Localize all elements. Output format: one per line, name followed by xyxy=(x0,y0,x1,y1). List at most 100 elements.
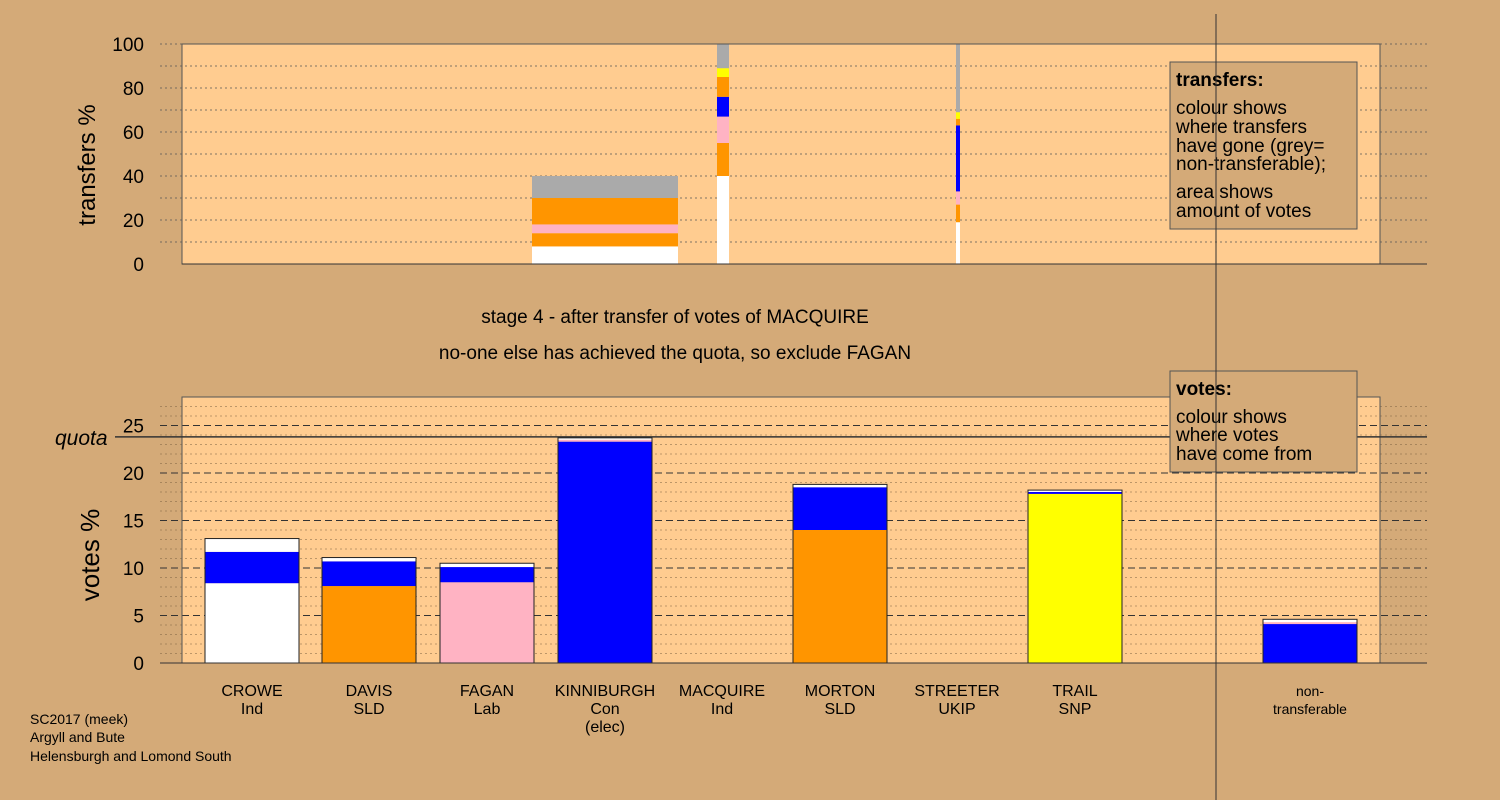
vote-segment xyxy=(1028,493,1122,663)
candidate-label: Con xyxy=(590,701,619,718)
transfer-segment xyxy=(717,77,729,97)
transfer-segment xyxy=(717,176,729,264)
vote-segment xyxy=(1263,619,1357,623)
y-tick-label: 20 xyxy=(123,211,144,232)
vote-segment xyxy=(205,538,299,552)
stage-caption: stage 4 - after transfer of votes of MAC… xyxy=(481,307,869,328)
transfer-segment xyxy=(956,191,960,205)
y-tick-label: 40 xyxy=(123,167,144,188)
transfers-legend-line: area shows xyxy=(1176,182,1273,203)
transfer-segment xyxy=(717,44,729,69)
transfer-segment xyxy=(956,112,960,119)
vote-segment xyxy=(440,567,534,583)
candidate-label: KINNIBURGH xyxy=(555,683,655,700)
vote-segment xyxy=(558,439,652,442)
vote-segment xyxy=(1263,622,1357,625)
vote-segment xyxy=(793,487,887,530)
vote-segment xyxy=(793,530,887,663)
transfer-segment xyxy=(956,44,960,113)
transfers-legend-line: have gone (grey= xyxy=(1176,136,1324,157)
candidate-label: non- xyxy=(1296,683,1324,699)
candidate-label: SLD xyxy=(353,701,384,718)
footer-line: Helensburgh and Lomond South xyxy=(30,748,232,764)
transfer-segment xyxy=(956,118,960,126)
candidate-label: Lab xyxy=(474,701,501,718)
candidate-label: Ind xyxy=(711,701,733,718)
votes-y-ticks: 0 5 10 15 20 25 xyxy=(123,417,144,676)
footer-line: Argyll and Bute xyxy=(30,729,125,745)
transfers-y-axis-label: transfers % xyxy=(74,104,101,225)
votes-legend-line: where votes xyxy=(1175,425,1278,446)
vote-segment xyxy=(322,557,416,562)
vote-segment xyxy=(793,484,887,488)
vote-segment xyxy=(1028,490,1122,492)
candidate-label: (elec) xyxy=(585,719,625,736)
y-tick-label: 100 xyxy=(112,35,144,56)
candidate-label: CROWE xyxy=(221,683,282,700)
transfers-bars xyxy=(532,44,960,264)
transfer-segment xyxy=(717,68,729,77)
candidate-label: STREETER xyxy=(914,683,999,700)
votes-legend-title: votes: xyxy=(1176,379,1232,400)
candidate-label: FAGAN xyxy=(460,683,514,700)
vote-segment xyxy=(558,437,652,440)
votes-legend-line: have come from xyxy=(1176,444,1312,465)
candidate-label: Ind xyxy=(241,701,263,718)
transfer-segment xyxy=(956,125,960,192)
vote-segment xyxy=(440,563,534,568)
transfers-legend-line: where transfers xyxy=(1175,117,1307,138)
vote-segment xyxy=(440,582,534,663)
vote-segment xyxy=(205,583,299,663)
vote-segment xyxy=(322,586,416,663)
quota-label: quota xyxy=(55,427,108,450)
vote-segment xyxy=(322,561,416,587)
transfer-segment xyxy=(532,176,678,198)
candidate-label: MACQUIRE xyxy=(679,683,765,700)
votes-y-axis-label: votes % xyxy=(75,509,105,602)
transfer-segment xyxy=(532,233,678,247)
y-tick-label: 0 xyxy=(133,654,144,675)
candidate-label: transferable xyxy=(1273,701,1347,717)
vote-segment xyxy=(1263,624,1357,663)
footer-line: SC2017 (meek) xyxy=(30,711,128,727)
y-tick-label: 10 xyxy=(123,559,144,580)
votes-legend-box xyxy=(1169,370,1358,473)
transfer-segment xyxy=(956,204,960,223)
transfers-legend-line: amount of votes xyxy=(1176,201,1311,222)
transfer-segment xyxy=(532,198,678,225)
candidate-label: SLD xyxy=(824,701,855,718)
y-tick-label: 25 xyxy=(123,417,144,438)
votes-legend-line: colour shows xyxy=(1176,407,1287,428)
transfers-legend: transfers: colour shows where transfers … xyxy=(1169,61,1358,230)
transfer-segment xyxy=(717,116,729,143)
votes-bars xyxy=(204,437,1358,664)
transfer-segment xyxy=(717,96,729,117)
y-tick-label: 80 xyxy=(123,79,144,100)
y-tick-label: 0 xyxy=(133,255,144,276)
transfer-segment xyxy=(717,143,729,176)
transfers-y-ticks: 0 20 40 60 80 100 xyxy=(112,35,144,276)
y-tick-label: 60 xyxy=(123,123,144,144)
transfer-segment xyxy=(532,246,678,264)
exclusion-note: no-one else has achieved the quota, so e… xyxy=(439,343,911,364)
transfer-segment xyxy=(956,222,960,264)
y-tick-label: 5 xyxy=(133,607,144,628)
transfers-legend-title: transfers: xyxy=(1176,70,1264,91)
y-tick-label: 15 xyxy=(123,512,144,533)
transfers-legend-line: non-transferable); xyxy=(1176,154,1326,175)
candidate-label: UKIP xyxy=(938,701,975,718)
y-tick-label: 20 xyxy=(123,464,144,485)
candidate-label: MORTON xyxy=(805,683,876,700)
vote-segment xyxy=(1028,492,1122,494)
votes-legend: votes: colour shows where votes have com… xyxy=(1169,370,1358,473)
candidate-label: DAVIS xyxy=(346,683,393,700)
vote-segment xyxy=(558,441,652,663)
transfer-segment xyxy=(532,224,678,234)
candidate-label: TRAIL xyxy=(1052,683,1097,700)
transfers-legend-box xyxy=(1169,61,1358,230)
vote-segment xyxy=(205,551,299,584)
candidate-label: SNP xyxy=(1059,701,1092,718)
transfers-legend-line: colour shows xyxy=(1176,98,1287,119)
